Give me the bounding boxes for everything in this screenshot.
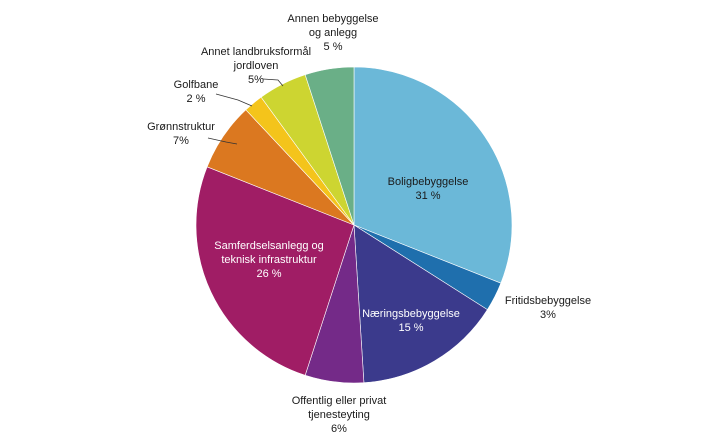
slice-label-naeringsbebyggelse: Næringsbebyggelse 15 %: [362, 308, 460, 334]
slice-label-gronnstruktur: Grønnstruktur 7%: [147, 121, 215, 147]
leader-line-golfbane: [215, 93, 253, 107]
slice-label-line: 3%: [540, 309, 556, 321]
slice-label-line: 7%: [173, 135, 189, 147]
slice-label-golfbane: Golfbane 2 %: [174, 79, 219, 105]
slice-label-line: Annet landbruksformål: [201, 46, 311, 58]
slice-label-annen-bebyggelse-og-anlegg: Annen bebyggelse og anlegg 5 %: [287, 13, 378, 53]
slice-label-line: 2 %: [187, 93, 206, 105]
leader-lines: [207, 78, 284, 145]
slice-label-line: Golfbane: [174, 79, 219, 91]
slice-label-fritidsbebyggelse: Fritidsbebyggelse 3%: [505, 295, 591, 321]
slice-label-line: Annen bebyggelse: [287, 13, 378, 25]
slice-label-line: 5%: [248, 74, 264, 86]
slice-label-line: Fritidsbebyggelse: [505, 295, 591, 307]
leader-line-gronnstruktur: [207, 137, 238, 145]
leader-line-annet-landbruksformal-jordloven: [262, 78, 284, 87]
slice-label-annet-landbruksformal-jordloven: Annet landbruksformål jordloven 5%: [201, 46, 311, 86]
slice-label-line: 5 %: [324, 41, 343, 53]
pie-slice-samferdselsanlegg-og-teknisk-infrastruktur: [195, 166, 355, 376]
slice-label-line: 26 %: [256, 268, 281, 280]
slice-label-line: Næringsbebyggelse: [362, 308, 460, 320]
slice-label-line: 31 %: [415, 190, 440, 202]
slice-label-line: 15 %: [398, 322, 423, 334]
pie-slices: [195, 66, 513, 384]
slice-label-line: Samferdselsanlegg og: [214, 240, 323, 252]
slice-label-line: tjenesteyting: [308, 409, 370, 421]
slice-label-samferdselsanlegg-og-teknisk-infrastruktur: Samferdselsanlegg og teknisk infrastruktu…: [214, 240, 323, 280]
slice-label-offentlig-eller-privat-tjenesteyting: Offentlig eller privat tjenesteyting 6%: [292, 395, 387, 435]
slice-label-line: teknisk infrastruktur: [221, 254, 317, 266]
slice-label-line: og anlegg: [309, 27, 357, 39]
slice-label-boligbebyggelse: Boligbebyggelse 31 %: [388, 176, 469, 202]
pie-slice-boligbebyggelse: [353, 66, 513, 284]
slice-label-line: Boligbebyggelse: [388, 176, 469, 188]
slice-label-line: jordloven: [233, 60, 279, 72]
pie-slice-annen-bebyggelse-og-anlegg: [304, 66, 355, 226]
pie-slice-naeringsbebyggelse: [353, 224, 488, 384]
slice-label-line: Grønnstruktur: [147, 121, 215, 133]
slice-label-line: Offentlig eller privat: [292, 395, 387, 407]
slice-labels: Boligbebyggelse 31 % Fritidsbebyggelse 3% Næ…: [147, 13, 591, 435]
slice-label-line: 6%: [331, 423, 347, 435]
